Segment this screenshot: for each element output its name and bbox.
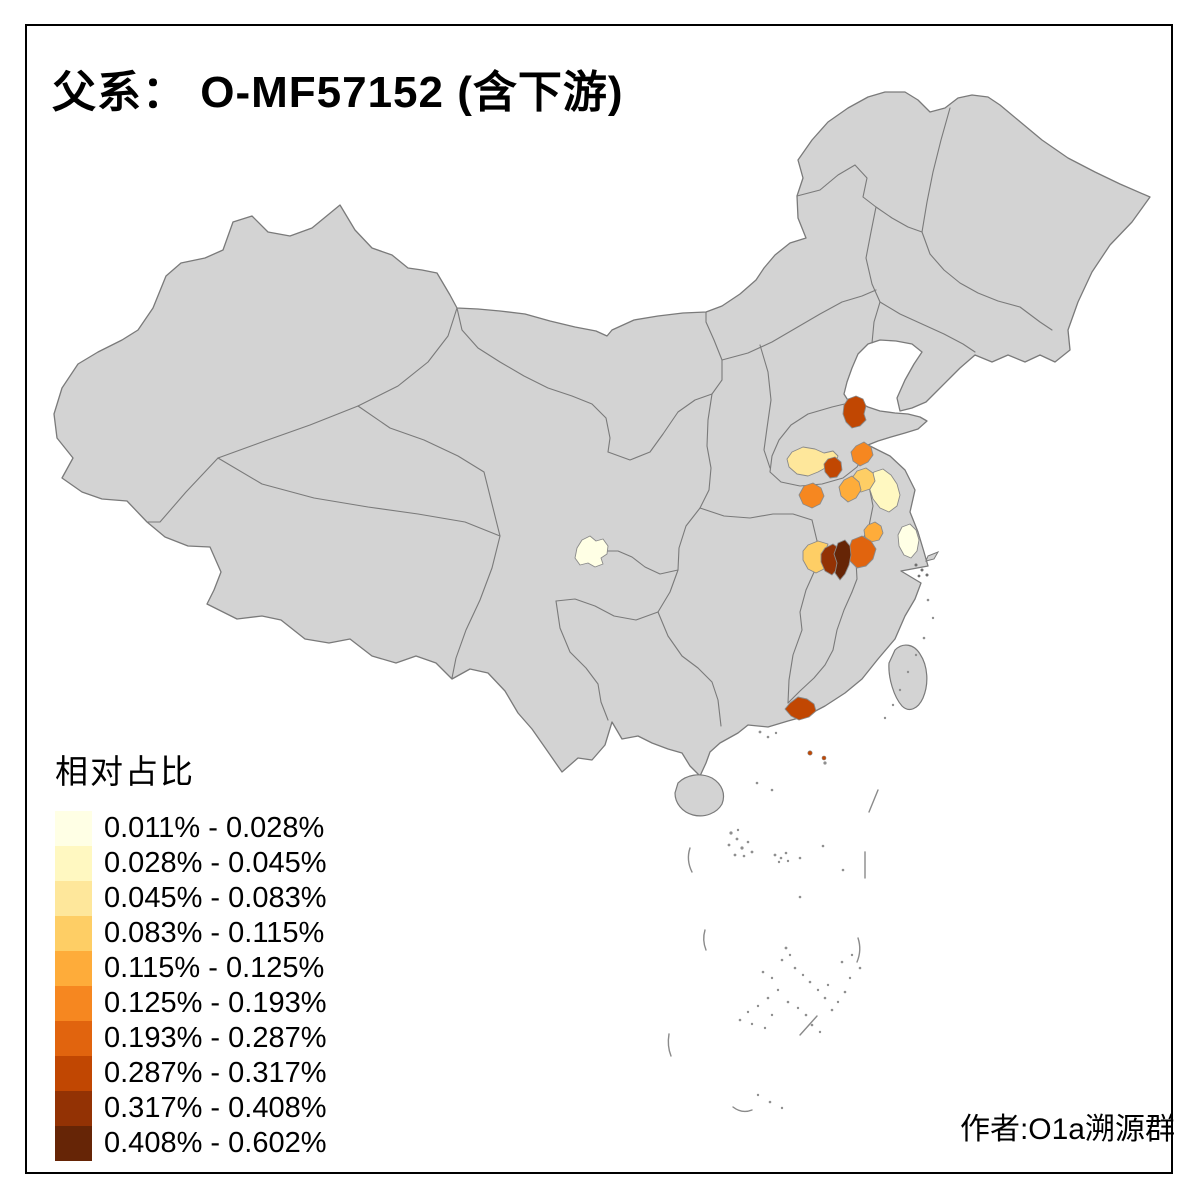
legend-swatch xyxy=(55,986,92,1021)
legend-swatch xyxy=(55,881,92,916)
legend-swatch xyxy=(55,1126,92,1161)
legend-row: 0.028% - 0.045% xyxy=(55,846,326,881)
legend-row: 0.125% - 0.193% xyxy=(55,986,326,1021)
legend-swatch xyxy=(55,1056,92,1091)
legend-label: 0.011% - 0.028% xyxy=(104,812,325,844)
legend: 相对占比 0.011% - 0.028% 0.028% - 0.045% 0.0… xyxy=(55,745,326,1161)
choropleth-region-islet xyxy=(807,750,813,756)
legend-row: 0.045% - 0.083% xyxy=(55,881,326,916)
legend-row: 0.115% - 0.125% xyxy=(55,951,326,986)
legend-label: 0.287% - 0.317% xyxy=(104,1057,327,1089)
yangtze-mouth-island xyxy=(925,551,940,562)
sea-boundary-dashes xyxy=(667,789,879,1113)
choropleth-region xyxy=(574,535,609,568)
choropleth-regions xyxy=(574,395,920,761)
choropleth-region-islet xyxy=(821,755,827,761)
sea-islands-dots xyxy=(727,563,935,1110)
legend-row: 0.083% - 0.115% xyxy=(55,916,326,951)
legend-label: 0.317% - 0.408% xyxy=(104,1092,327,1124)
legend-swatch xyxy=(55,811,92,846)
legend-label: 0.083% - 0.115% xyxy=(104,917,325,949)
choropleth-region xyxy=(850,441,874,467)
choropleth-region xyxy=(823,456,843,479)
legend-label: 0.115% - 0.125% xyxy=(104,952,325,984)
province-borders xyxy=(147,107,1053,727)
hainan-island xyxy=(674,774,725,817)
legend-label: 0.125% - 0.193% xyxy=(104,987,327,1019)
legend-label: 0.408% - 0.602% xyxy=(104,1127,327,1159)
legend-row: 0.317% - 0.408% xyxy=(55,1091,326,1126)
legend-swatch xyxy=(55,1021,92,1056)
legend-label: 0.193% - 0.287% xyxy=(104,1022,327,1054)
legend-label: 0.045% - 0.083% xyxy=(104,882,327,914)
mainland-outline xyxy=(53,91,1151,817)
legend-swatch xyxy=(55,916,92,951)
choropleth-region xyxy=(833,539,852,581)
legend-row: 0.011% - 0.028% xyxy=(55,811,326,846)
legend-swatch xyxy=(55,846,92,881)
page-title: 父系： O-MF57152 (含下游) xyxy=(52,68,624,117)
plot-frame xyxy=(25,24,1173,1174)
choropleth-region xyxy=(842,395,867,429)
attribution-text: 作者:O1a溯源群 xyxy=(959,1113,1175,1146)
choropleth-region xyxy=(798,482,825,509)
legend-label: 0.028% - 0.045% xyxy=(104,847,327,879)
taiwan-island xyxy=(888,644,928,711)
choropleth-region xyxy=(838,475,862,503)
choropleth-region xyxy=(897,523,920,559)
legend-row: 0.193% - 0.287% xyxy=(55,1021,326,1056)
legend-swatch xyxy=(55,1091,92,1126)
legend-title: 相对占比 xyxy=(55,753,195,790)
choropleth-region xyxy=(784,696,817,721)
choropleth-region xyxy=(863,521,884,543)
legend-row: 0.408% - 0.602% xyxy=(55,1126,326,1161)
legend-swatch xyxy=(55,951,92,986)
legend-row: 0.287% - 0.317% xyxy=(55,1056,326,1091)
